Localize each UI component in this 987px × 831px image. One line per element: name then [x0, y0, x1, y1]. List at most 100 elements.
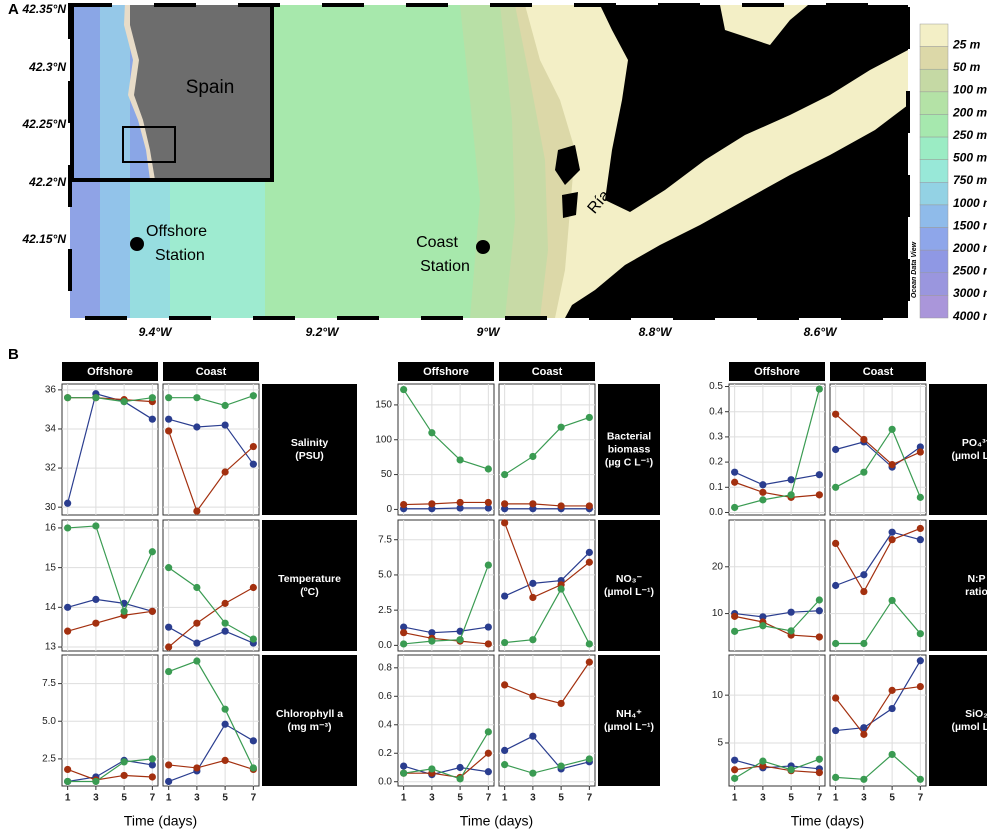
data-point — [917, 536, 924, 543]
row-label: (µmol L⁻¹) — [604, 586, 654, 598]
legend-label: 100 m — [953, 83, 987, 97]
y-tick-label: 2.5 — [378, 605, 392, 616]
legend-swatch — [920, 47, 948, 70]
data-point — [193, 394, 200, 401]
data-point — [731, 479, 738, 486]
y-tick-label: 5 — [717, 738, 723, 749]
row-label: biomass — [608, 443, 651, 455]
data-point — [193, 764, 200, 771]
x-tick-label: 7 — [486, 793, 492, 804]
data-point — [860, 469, 867, 476]
data-point — [816, 756, 823, 763]
data-point — [860, 571, 867, 578]
data-point — [586, 549, 593, 556]
y-tick-label: 32 — [45, 463, 57, 474]
row-label: Temperature — [278, 573, 341, 585]
panel-bg — [62, 655, 158, 786]
data-point — [121, 772, 128, 779]
x-axis-title: Time (days) — [124, 813, 197, 829]
data-point — [501, 639, 508, 646]
x-tick-label: 7 — [251, 793, 257, 804]
legend-label: 25 m — [952, 37, 981, 51]
data-point — [165, 624, 172, 631]
facet-title: Coast — [863, 366, 894, 378]
data-point — [501, 471, 508, 478]
row-label: (µmol L⁻¹) — [951, 450, 987, 462]
panel-label: A — [8, 1, 19, 18]
data-point — [193, 620, 200, 627]
data-point — [64, 604, 71, 611]
data-point — [64, 766, 71, 773]
y-tick-label: 15 — [45, 562, 57, 573]
x-tick-label: 7 — [918, 793, 924, 804]
data-point — [64, 524, 71, 531]
legend-label: 200 m — [952, 105, 987, 119]
data-point — [428, 500, 435, 507]
data-point — [250, 764, 257, 771]
legend-swatch — [920, 114, 948, 137]
facet-title: Coast — [532, 366, 563, 378]
y-tick-label: 0 — [386, 504, 392, 515]
legend-label: 250 m — [952, 128, 987, 142]
data-point — [165, 416, 172, 423]
y-tick-label: 100 — [375, 434, 392, 445]
y-tick-label: 14 — [45, 602, 57, 613]
y-tick-label: 0.4 — [378, 719, 392, 730]
y-tick-label: 0.5 — [709, 381, 723, 392]
legend-label: 1500 m — [953, 218, 987, 232]
x-tick-label: 5 — [222, 793, 228, 804]
y-tick-label: 10 — [712, 690, 724, 701]
data-point — [149, 394, 156, 401]
legend-swatch — [920, 69, 948, 92]
y-tick-label: 0.3 — [709, 432, 723, 443]
data-point — [485, 750, 492, 757]
data-point — [917, 448, 924, 455]
data-point — [222, 706, 229, 713]
legend-swatch — [920, 295, 948, 318]
data-point — [428, 638, 435, 645]
data-point — [92, 394, 99, 401]
country-label: Spain — [186, 77, 235, 98]
data-point — [457, 499, 464, 506]
data-point — [64, 394, 71, 401]
data-point — [889, 705, 896, 712]
data-point — [558, 502, 565, 509]
data-point — [501, 747, 508, 754]
data-point — [816, 633, 823, 640]
facet-title: Coast — [196, 366, 227, 378]
lat-label: 42.3°N — [28, 60, 66, 74]
data-point — [501, 681, 508, 688]
data-point — [193, 657, 200, 664]
lon-label: 8.6°W — [804, 325, 838, 339]
x-tick-label: 5 — [889, 793, 895, 804]
facet-title: Offshore — [87, 366, 133, 378]
x-tick-label: 5 — [121, 793, 127, 804]
x-tick-label: 5 — [457, 793, 463, 804]
lat-label: 42.25°N — [22, 117, 67, 131]
data-point — [889, 751, 896, 758]
legend-swatch — [920, 24, 948, 47]
data-point — [529, 733, 536, 740]
data-point — [485, 640, 492, 647]
row-label: (µmol L⁻¹) — [951, 721, 987, 733]
data-point — [485, 465, 492, 472]
data-point — [816, 471, 823, 478]
data-point — [832, 774, 839, 781]
lat-label: 42.15°N — [22, 232, 67, 246]
data-point — [250, 443, 257, 450]
data-point — [92, 620, 99, 627]
data-point — [586, 640, 593, 647]
data-point — [92, 522, 99, 529]
data-point — [149, 608, 156, 615]
x-tick-label: 3 — [93, 793, 99, 804]
data-point — [400, 386, 407, 393]
panel-bg — [163, 384, 259, 515]
data-point — [193, 639, 200, 646]
data-point — [222, 402, 229, 409]
data-point — [759, 622, 766, 629]
data-point — [816, 491, 823, 498]
data-point — [759, 496, 766, 503]
data-point — [788, 609, 795, 616]
data-point — [586, 755, 593, 762]
x-tick-label: 1 — [65, 793, 71, 804]
